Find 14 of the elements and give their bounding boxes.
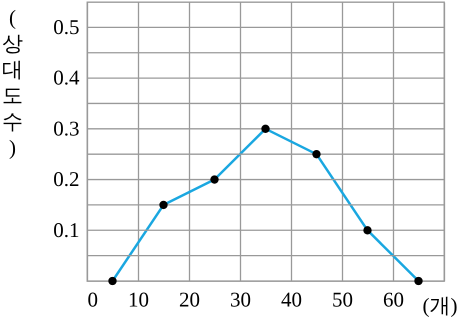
- x-tick-label: 40: [281, 288, 302, 312]
- x-tick-label: 20: [179, 288, 200, 312]
- x-tick-label: 50: [332, 288, 353, 312]
- y-tick-label: 0.4: [53, 66, 80, 90]
- x-tick-label: 10: [128, 288, 149, 312]
- x-tick-label: 30: [230, 288, 251, 312]
- y-axis-title: (상대도수): [2, 6, 23, 160]
- x-axis-title: (개): [422, 294, 458, 318]
- y-tick-label: 0.1: [53, 218, 80, 242]
- x-tick-label: 0: [88, 288, 98, 312]
- y-tick-label: 0.3: [53, 116, 80, 140]
- x-tick-label: 60: [383, 288, 404, 312]
- y-tick-label: 0.5: [53, 14, 80, 39]
- y-tick-label: 0.2: [53, 167, 80, 192]
